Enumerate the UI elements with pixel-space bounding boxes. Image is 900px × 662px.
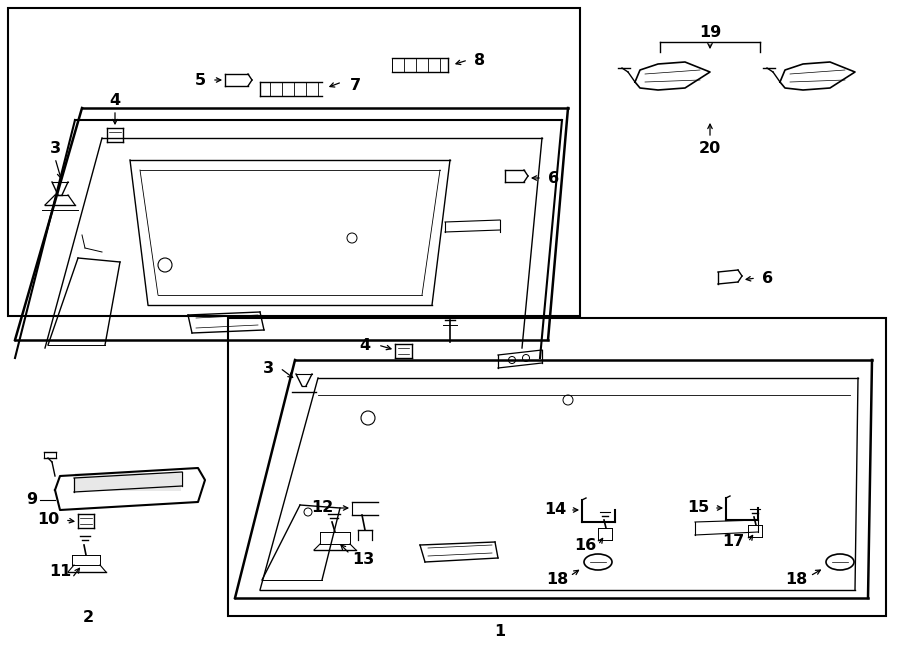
Text: 2: 2	[83, 610, 94, 626]
Text: 14: 14	[544, 502, 566, 518]
Text: 11: 11	[49, 565, 71, 579]
Text: 8: 8	[474, 52, 486, 68]
Text: 19: 19	[699, 24, 721, 40]
Text: 1: 1	[494, 624, 506, 639]
Text: 3: 3	[263, 361, 274, 375]
Text: 6: 6	[762, 271, 774, 285]
Text: 4: 4	[359, 338, 371, 352]
Text: 16: 16	[574, 538, 596, 553]
Bar	[228, 318, 886, 616]
Text: 12: 12	[310, 500, 333, 516]
Text: 3: 3	[50, 140, 60, 156]
Text: 4: 4	[110, 93, 121, 107]
Text: 18: 18	[546, 573, 568, 587]
Text: 5: 5	[194, 73, 205, 87]
Text: 9: 9	[26, 493, 38, 508]
Text: 15: 15	[687, 500, 709, 516]
Text: 18: 18	[785, 573, 807, 587]
Text: 13: 13	[352, 553, 374, 567]
Bar	[75, 473, 181, 491]
Text: 10: 10	[37, 512, 59, 528]
Text: 7: 7	[349, 77, 361, 93]
Bar	[8, 8, 580, 316]
Text: 20: 20	[699, 140, 721, 156]
Text: 6: 6	[548, 171, 560, 185]
Text: 17: 17	[722, 534, 744, 549]
